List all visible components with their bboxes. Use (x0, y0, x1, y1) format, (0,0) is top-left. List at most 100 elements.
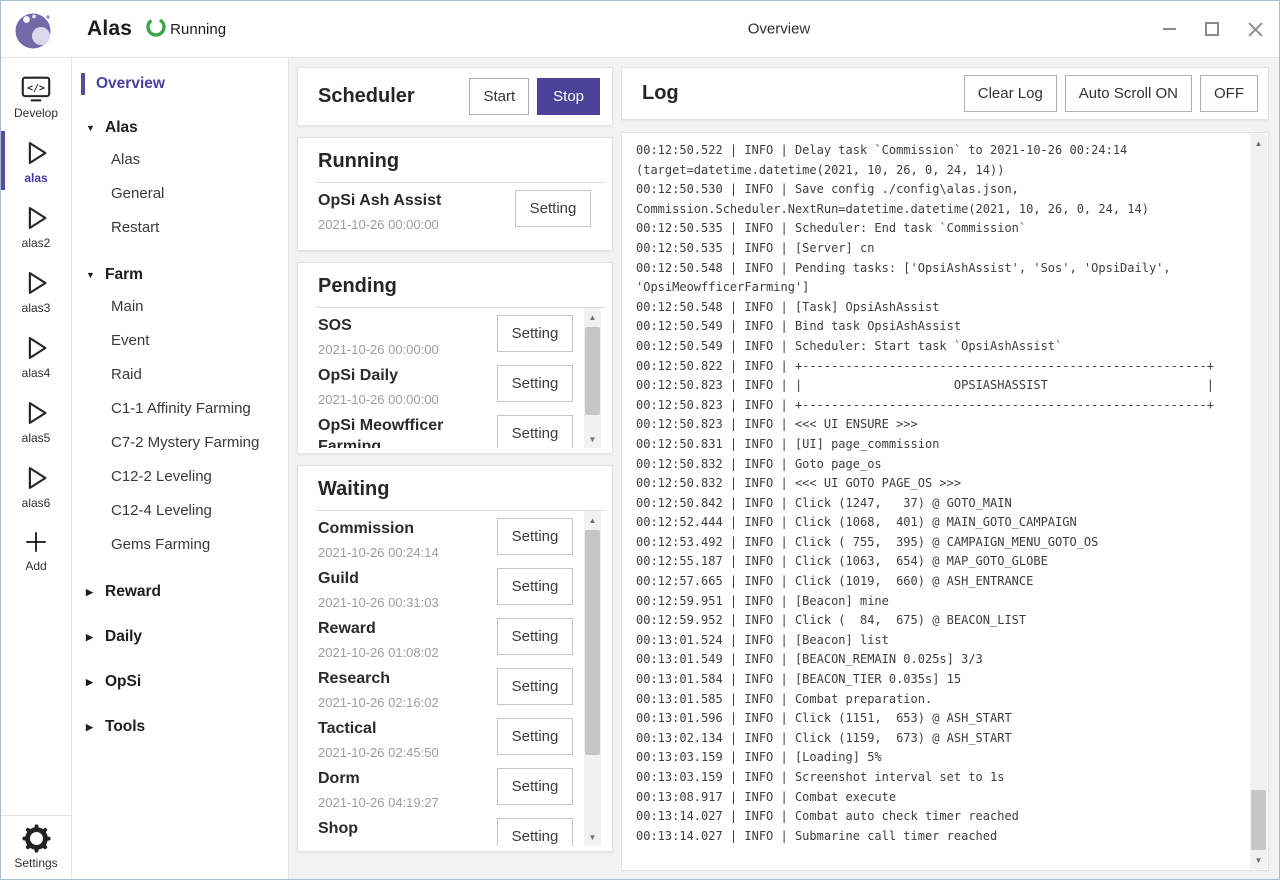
task-row: Tactical 2021-10-26 02:45:50 Setting (318, 717, 573, 767)
clear-log-button[interactable]: Clear Log (963, 75, 1057, 112)
scrollbar-thumb[interactable] (585, 530, 600, 755)
task-row: Dorm 2021-10-26 04:19:27 Setting (318, 767, 573, 817)
rail-item-label: alas5 (21, 431, 51, 445)
autoscroll-on-button[interactable]: Auto Scroll ON (1064, 75, 1192, 112)
rail-item-label: alas6 (21, 496, 51, 510)
svg-text:</>: </> (27, 83, 45, 94)
scroll-up-icon[interactable]: ▲ (588, 515, 597, 525)
autoscroll-off-button[interactable]: OFF (1200, 75, 1258, 112)
task-info: Tactical 2021-10-26 02:45:50 (318, 717, 490, 760)
nav-item-restart[interactable]: Restart (111, 219, 160, 236)
nav-item-c1-1-affinity-farming[interactable]: C1-1 Affinity Farming (111, 400, 251, 417)
chevron-down-icon: ▼ (86, 270, 95, 280)
nav-item-raid[interactable]: Raid (111, 366, 142, 383)
scheduler-title: Scheduler (318, 85, 415, 107)
nav-item-event[interactable]: Event (111, 332, 150, 349)
task-row: OpSi Daily 2021-10-26 00:00:00 Setting (318, 364, 573, 414)
scroll-up-icon[interactable]: ▲ (588, 312, 597, 322)
rail-item-label: Add (25, 559, 47, 573)
task-name: OpSi Meowfficer Farming (318, 417, 444, 448)
task-row: Guild 2021-10-26 00:31:03 Setting (318, 567, 573, 617)
plus-icon (21, 527, 51, 557)
task-next-run-time: 2021-10-26 00:00:00 (318, 217, 439, 232)
nav-group-daily[interactable]: ▶ Daily (72, 622, 288, 652)
nav-item-general[interactable]: General (111, 185, 165, 202)
task-info: Commission 2021-10-26 00:24:14 (318, 517, 490, 560)
task-next-run-time: 2021-10-26 00:00:00 (318, 342, 439, 357)
nav-group-label: OpSi (105, 673, 142, 690)
log-title: Log (642, 82, 679, 104)
task-name: Research (318, 670, 391, 687)
scroll-down-icon[interactable]: ▼ (588, 832, 597, 842)
nav-group-farm[interactable]: ▼ Farm (72, 260, 288, 290)
nav-item-main[interactable]: Main (111, 298, 144, 315)
play-icon (20, 397, 52, 429)
maximize-button[interactable] (1204, 21, 1220, 37)
nav-group-reward[interactable]: ▶ Reward (72, 577, 288, 607)
rail-item-alas5[interactable]: alas5 (1, 388, 71, 453)
task-info: Reward 2021-10-26 01:08:02 (318, 617, 490, 660)
setting-button[interactable]: Setting (497, 315, 573, 352)
task-next-run-time: 2021-10-26 00:00:00 (318, 392, 439, 407)
nav-group-tools[interactable]: ▶ Tools (72, 712, 288, 742)
task-row: Shop Setting (318, 817, 573, 846)
rail-item-alas[interactable]: alas (1, 128, 71, 193)
develop-icon: </> (19, 75, 53, 104)
start-button[interactable]: Start (469, 78, 530, 115)
setting-button[interactable]: Setting (515, 190, 591, 227)
rail-item-alas2[interactable]: alas2 (1, 193, 71, 258)
setting-button[interactable]: Setting (497, 415, 573, 448)
task-row: Research 2021-10-26 02:16:02 Setting (318, 667, 573, 717)
rail-item-alas4[interactable]: alas4 (1, 323, 71, 388)
task-name: Commission (318, 520, 415, 537)
rail-item-alas6[interactable]: alas6 (1, 453, 71, 518)
setting-button[interactable]: Setting (497, 568, 573, 605)
rail-item-add[interactable]: Add (1, 518, 71, 581)
divider (316, 307, 605, 308)
task-row: OpSi Meowfficer Farming Setting (318, 414, 573, 448)
setting-button[interactable]: Setting (497, 768, 573, 805)
running-task-list: OpSi Ash Assist 2021-10-26 00:00:00 Settin… (318, 183, 591, 245)
nav-group-label: Daily (105, 628, 143, 645)
rail-items: </> Develop alas alas2 alas3 alas4 alas5 alas6 A… (1, 66, 71, 581)
scroll-up-icon[interactable]: ▲ (1254, 138, 1263, 148)
scrollbar-thumb[interactable] (1251, 790, 1266, 850)
task-info: Shop (318, 817, 490, 839)
nav-item-c12-4-leveling[interactable]: C12-4 Leveling (111, 502, 212, 519)
chevron-down-icon: ▼ (86, 123, 95, 133)
close-button[interactable] (1247, 21, 1263, 37)
stop-button[interactable]: Stop (537, 78, 600, 115)
waiting-section: Waiting Commission 2021-10-26 00:24:14 Set… (297, 465, 613, 852)
task-info: SOS 2021-10-26 00:00:00 (318, 314, 490, 357)
log-scrollbar[interactable]: ▲ ▼ (1250, 134, 1267, 869)
scroll-down-icon[interactable]: ▼ (588, 434, 597, 444)
setting-button[interactable]: Setting (497, 518, 573, 555)
title-bar: Alas Running Overview (1, 1, 1279, 58)
setting-button[interactable]: Setting (497, 668, 573, 705)
gear-icon (21, 823, 52, 854)
setting-button[interactable]: Setting (497, 365, 573, 402)
scroll-down-icon[interactable]: ▼ (1254, 855, 1263, 865)
nav-item-c7-2-mystery-farming[interactable]: C7-2 Mystery Farming (111, 434, 260, 451)
nav-group-label: Farm (105, 266, 143, 283)
nav-item-alas[interactable]: Alas (111, 151, 141, 168)
scrollbar-thumb[interactable] (585, 327, 600, 415)
pending-scrollbar[interactable]: ▲ ▼ (584, 308, 601, 448)
task-info: Dorm 2021-10-26 04:19:27 (318, 767, 490, 810)
nav-group-opsi[interactable]: ▶ OpSi (72, 667, 288, 697)
nav-group-alas[interactable]: ▼ Alas (72, 113, 288, 143)
rail-item-settings[interactable]: Settings (1, 815, 71, 879)
setting-button[interactable]: Setting (497, 818, 573, 846)
nav-item-gems-farming[interactable]: Gems Farming (111, 536, 211, 553)
window-controls (1161, 1, 1263, 57)
waiting-scrollbar[interactable]: ▲ ▼ (584, 511, 601, 846)
rail-item-label: Develop (13, 106, 59, 120)
config-nav: Overview ▼ Alas Alas General Restart ▼ Farm Main… (72, 58, 289, 879)
nav-item-overview[interactable]: Overview (72, 70, 288, 98)
setting-button[interactable]: Setting (497, 718, 573, 755)
nav-item-c12-2-leveling[interactable]: C12-2 Leveling (111, 468, 212, 485)
rail-item-alas3[interactable]: alas3 (1, 258, 71, 323)
setting-button[interactable]: Setting (497, 618, 573, 655)
rail-item-develop[interactable]: </> Develop (1, 66, 71, 128)
minimize-button[interactable] (1161, 21, 1177, 37)
